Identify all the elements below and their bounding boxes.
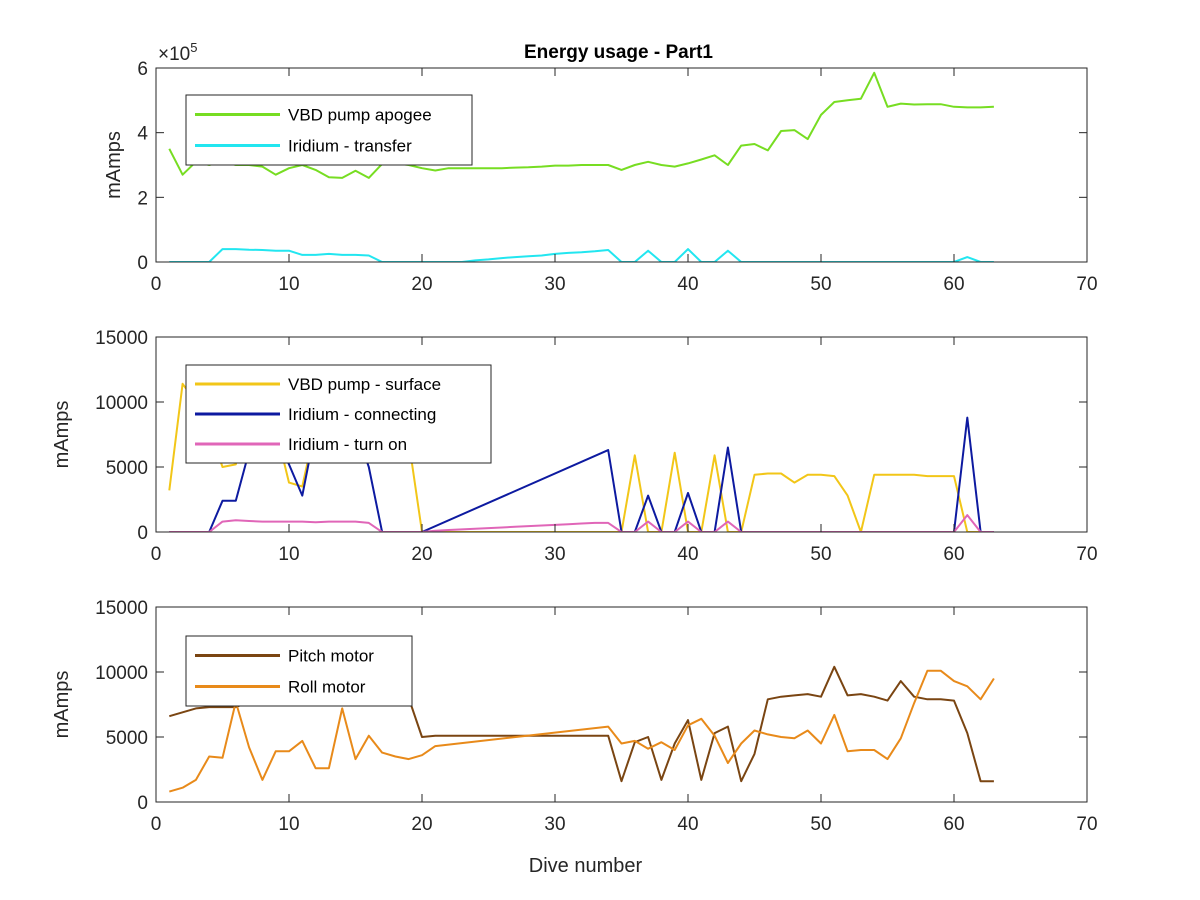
x-tick-label: 10: [278, 274, 299, 295]
series-line-iridium-transfer: [169, 248, 994, 262]
x-tick-label: 60: [943, 274, 964, 295]
chart-title: Energy usage - Part1: [524, 42, 713, 63]
legend-box: [185, 635, 413, 707]
x-tick-label: 20: [411, 814, 432, 835]
x-tick-label: 50: [810, 814, 831, 835]
x-tick-label: 0: [151, 544, 162, 565]
y-axis-label: mAmps: [103, 131, 125, 199]
y-tick-label: 0: [137, 793, 148, 814]
panel-1: 0 10 20 30 40 50 60 70 0 2 4 6 ×105 mAmps Energy usage…: [103, 40, 1098, 295]
y-tick-label: 2: [137, 188, 148, 209]
x-tick-label: 20: [411, 544, 432, 565]
y-tick-label: 15000: [95, 598, 148, 619]
x-tick-label: 30: [544, 544, 565, 565]
legend: Pitch motor Roll motor: [185, 635, 413, 707]
x-axis-label: Dive number: [529, 855, 643, 877]
legend-label: Roll motor: [288, 678, 366, 697]
legend-label: Iridium - connecting: [288, 405, 436, 424]
x-tick-label: 10: [278, 544, 299, 565]
x-tick-label: 0: [151, 814, 162, 835]
x-tick-label: 60: [943, 544, 964, 565]
legend-label: Iridium - turn on: [288, 435, 407, 454]
axes-frame: [155, 606, 1088, 803]
y-tick-label: 5000: [106, 458, 148, 479]
legend-label: VBD pump - surface: [288, 375, 441, 394]
legend: VBD pump apogee Iridium - transfer: [185, 94, 473, 166]
y-tick-label: 10000: [95, 393, 148, 414]
x-tick-label: 40: [677, 814, 698, 835]
x-tick-label: 70: [1076, 544, 1097, 565]
x-tick-label: 50: [810, 274, 831, 295]
y-exponent-label: ×105: [158, 40, 197, 65]
series-line-iridium-turn-on: [169, 514, 994, 532]
x-tick-label: 40: [677, 544, 698, 565]
x-tick-label: 30: [544, 814, 565, 835]
legend-label: Pitch motor: [288, 647, 374, 666]
legend-box: [185, 94, 473, 166]
x-tick-label: 30: [544, 274, 565, 295]
x-tick-label: 10: [278, 814, 299, 835]
y-tick-label: 5000: [106, 728, 148, 749]
x-tick-label: 70: [1076, 274, 1097, 295]
legend: VBD pump - surface Iridium - connecting Ir…: [185, 364, 492, 464]
axes-frame: [155, 67, 1088, 263]
x-tick-label: 50: [810, 544, 831, 565]
y-tick-label: 10000: [95, 663, 148, 684]
legend-label: VBD pump apogee: [288, 106, 432, 125]
x-tick-label: 40: [677, 274, 698, 295]
panel-3: 0 10 20 30 40 50 60 70 0 5000 10000 15000 mAmps Dive …: [51, 598, 1098, 877]
y-tick-label: 15000: [95, 328, 148, 349]
y-axis-label: mAmps: [51, 671, 73, 739]
x-tick-label: 20: [411, 274, 432, 295]
series-line-vbd-pump-apogee: [168, 71, 994, 179]
legend-label: Iridium - transfer: [288, 137, 412, 156]
x-tick-label: 70: [1076, 814, 1097, 835]
axes-frame: [155, 336, 1088, 533]
series-line-roll-motor: [169, 669, 995, 793]
y-tick-label: 4: [137, 124, 148, 145]
panel-2: 0 10 20 30 40 50 60 70 0 5000 10000 15000 mAmps VBD p…: [51, 328, 1098, 565]
x-tick-label: 0: [151, 274, 162, 295]
y-tick-label: 6: [137, 59, 148, 80]
y-axis-label: mAmps: [51, 401, 73, 469]
y-tick-label: 0: [137, 253, 148, 274]
y-tick-label: 0: [137, 523, 148, 544]
x-tick-label: 60: [943, 814, 964, 835]
series-line-vbd-pump-surface: [168, 382, 994, 532]
